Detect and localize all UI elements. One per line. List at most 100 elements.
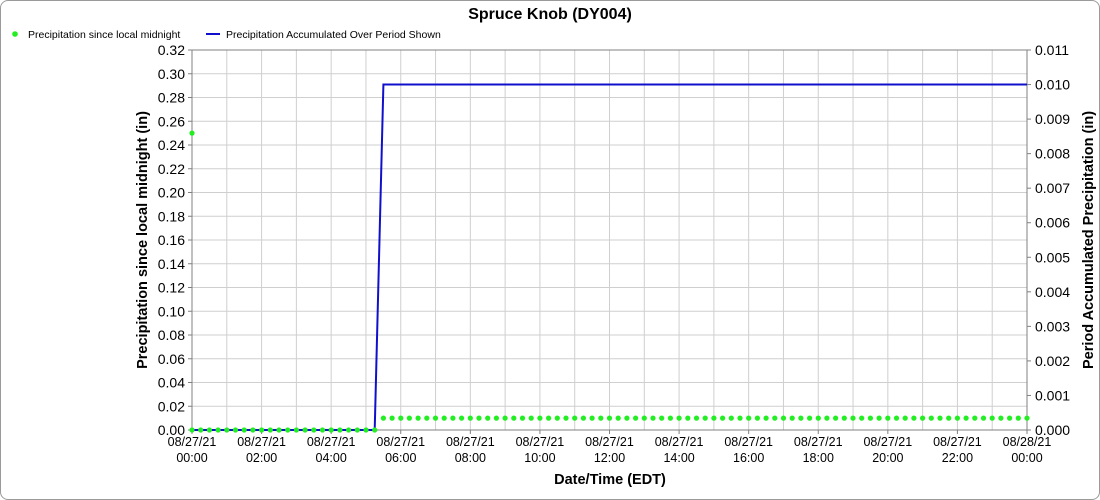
y-left-tick-label: 0.20 xyxy=(158,185,185,201)
data-point-midnight-precip xyxy=(737,415,743,421)
data-point-midnight-precip xyxy=(937,415,943,421)
y-right-tick-label: 0.007 xyxy=(1035,180,1070,196)
x-tick-label-date: 08/27/21 xyxy=(237,435,286,449)
data-point-midnight-precip xyxy=(224,427,230,433)
legend-marker-midnight xyxy=(12,31,18,37)
data-point-midnight-precip xyxy=(667,415,674,421)
data-point-midnight-precip xyxy=(998,415,1004,421)
data-point-midnight-precip xyxy=(232,427,239,433)
data-point-midnight-precip xyxy=(519,415,526,421)
x-tick-label-date: 08/27/21 xyxy=(863,435,912,449)
series-period-accumulated xyxy=(192,83,1027,431)
data-point-midnight-precip xyxy=(528,415,534,421)
y-right-tick-label: 0.001 xyxy=(1035,387,1070,403)
data-point-midnight-precip xyxy=(198,427,204,433)
data-point-midnight-precip xyxy=(963,415,969,421)
y-left-tick-label: 0.12 xyxy=(158,280,185,296)
data-point-midnight-precip xyxy=(659,415,665,421)
data-point-midnight-precip xyxy=(432,415,439,421)
series-midnight-precipitation xyxy=(189,130,1030,433)
data-point-midnight-precip xyxy=(189,427,195,433)
legend-label-midnight: Precipitation since local midnight xyxy=(28,29,180,41)
y-left-tick-label: 0.32 xyxy=(158,42,185,58)
data-point-midnight-precip xyxy=(989,415,995,421)
data-point-midnight-precip xyxy=(302,427,308,433)
y-right-tick-label: 0.008 xyxy=(1035,146,1070,162)
data-point-midnight-precip xyxy=(859,415,865,421)
data-point-midnight-precip xyxy=(206,427,212,433)
data-point-midnight-precip xyxy=(833,415,839,421)
x-tick-label-time: 18:00 xyxy=(803,451,834,465)
x-tick-label-date: 08/27/21 xyxy=(655,435,704,449)
data-point-midnight-precip xyxy=(1007,415,1013,421)
data-point-midnight-precip xyxy=(954,415,961,421)
data-point-midnight-precip xyxy=(276,427,282,433)
y-left-tick-label: 0.14 xyxy=(158,256,185,272)
x-tick-label-date: 08/27/21 xyxy=(516,435,565,449)
data-point-midnight-precip xyxy=(259,427,265,433)
data-point-midnight-precip xyxy=(885,415,891,421)
x-tick-label-time: 04:00 xyxy=(316,451,347,465)
x-tick-label-time: 00:00 xyxy=(1011,451,1042,465)
data-point-midnight-precip xyxy=(624,415,630,421)
data-point-midnight-precip xyxy=(424,415,430,421)
x-tick-label-date: 08/27/21 xyxy=(585,435,634,449)
data-point-midnight-precip xyxy=(398,415,404,421)
y-right-tick-label: 0.002 xyxy=(1035,353,1070,369)
data-point-midnight-precip xyxy=(685,415,691,421)
data-point-midnight-precip xyxy=(928,415,934,421)
y-right-tick-label: 0.003 xyxy=(1035,318,1070,334)
x-tick-label-date: 08/27/21 xyxy=(724,435,773,449)
data-point-midnight-precip xyxy=(763,415,769,421)
data-point-midnight-precip xyxy=(346,427,352,433)
x-tick-label-time: 12:00 xyxy=(594,451,625,465)
data-point-midnight-precip xyxy=(772,415,778,421)
x-tick-label-date: 08/27/21 xyxy=(794,435,843,449)
x-tick-label-time: 02:00 xyxy=(246,451,277,465)
data-point-midnight-precip xyxy=(754,415,761,421)
data-point-midnight-precip xyxy=(920,415,926,421)
data-point-midnight-precip xyxy=(867,415,874,421)
line-period-accumulated xyxy=(192,83,1027,431)
x-tick-label-time: 16:00 xyxy=(733,451,764,465)
data-point-midnight-precip xyxy=(372,427,378,433)
data-point-midnight-precip xyxy=(615,415,621,421)
y-right-tick-label: 0.010 xyxy=(1035,77,1070,93)
data-point-midnight-precip xyxy=(711,415,717,421)
data-point-midnight-precip xyxy=(563,415,569,421)
data-point-midnight-precip xyxy=(554,415,560,421)
data-point-midnight-precip xyxy=(789,415,795,421)
data-point-midnight-precip xyxy=(972,415,978,421)
y-right-tick-label: 0.011 xyxy=(1035,42,1069,58)
x-axis: 08/27/21 00:00 08/27/21 02:00 08/27/21 04:00 0… xyxy=(168,430,1051,465)
y-left-tick-label: 0.28 xyxy=(158,90,185,106)
legend-label-period: Precipitation Accumulated Over Period Sh… xyxy=(226,29,441,41)
chart-title: Spruce Knob (DY004) xyxy=(468,6,632,23)
data-point-midnight-precip xyxy=(337,427,343,433)
data-point-midnight-precip xyxy=(598,415,604,421)
data-point-midnight-precip xyxy=(841,415,847,421)
y-axis-right-label: Period Accumulated Precipitation (in) xyxy=(1081,111,1097,369)
data-point-midnight-precip xyxy=(459,415,465,421)
data-point-midnight-precip xyxy=(441,415,447,421)
data-point-midnight-precip xyxy=(537,415,543,421)
data-point-midnight-precip xyxy=(850,415,856,421)
data-point-midnight-precip xyxy=(876,415,882,421)
data-point-midnight-precip xyxy=(267,427,273,433)
x-tick-label-date: 08/27/21 xyxy=(376,435,425,449)
data-point-midnight-precip xyxy=(702,415,708,421)
data-point-midnight-precip xyxy=(893,415,900,421)
data-point-midnight-precip xyxy=(502,415,508,421)
x-tick-label-time: 10:00 xyxy=(524,451,555,465)
data-point-midnight-precip xyxy=(241,427,247,433)
data-point-midnight-precip xyxy=(720,415,726,421)
x-tick-label-time: 14:00 xyxy=(663,451,694,465)
x-axis-label: Date/Time (EDT) xyxy=(554,472,666,488)
y-right-tick-label: 0.009 xyxy=(1035,111,1070,127)
grid xyxy=(191,49,1028,431)
data-point-midnight-precip xyxy=(389,415,395,421)
y-left-tick-label: 0.10 xyxy=(158,303,185,319)
x-tick-label-time: 08:00 xyxy=(455,451,486,465)
data-point-midnight-precip xyxy=(746,415,752,421)
